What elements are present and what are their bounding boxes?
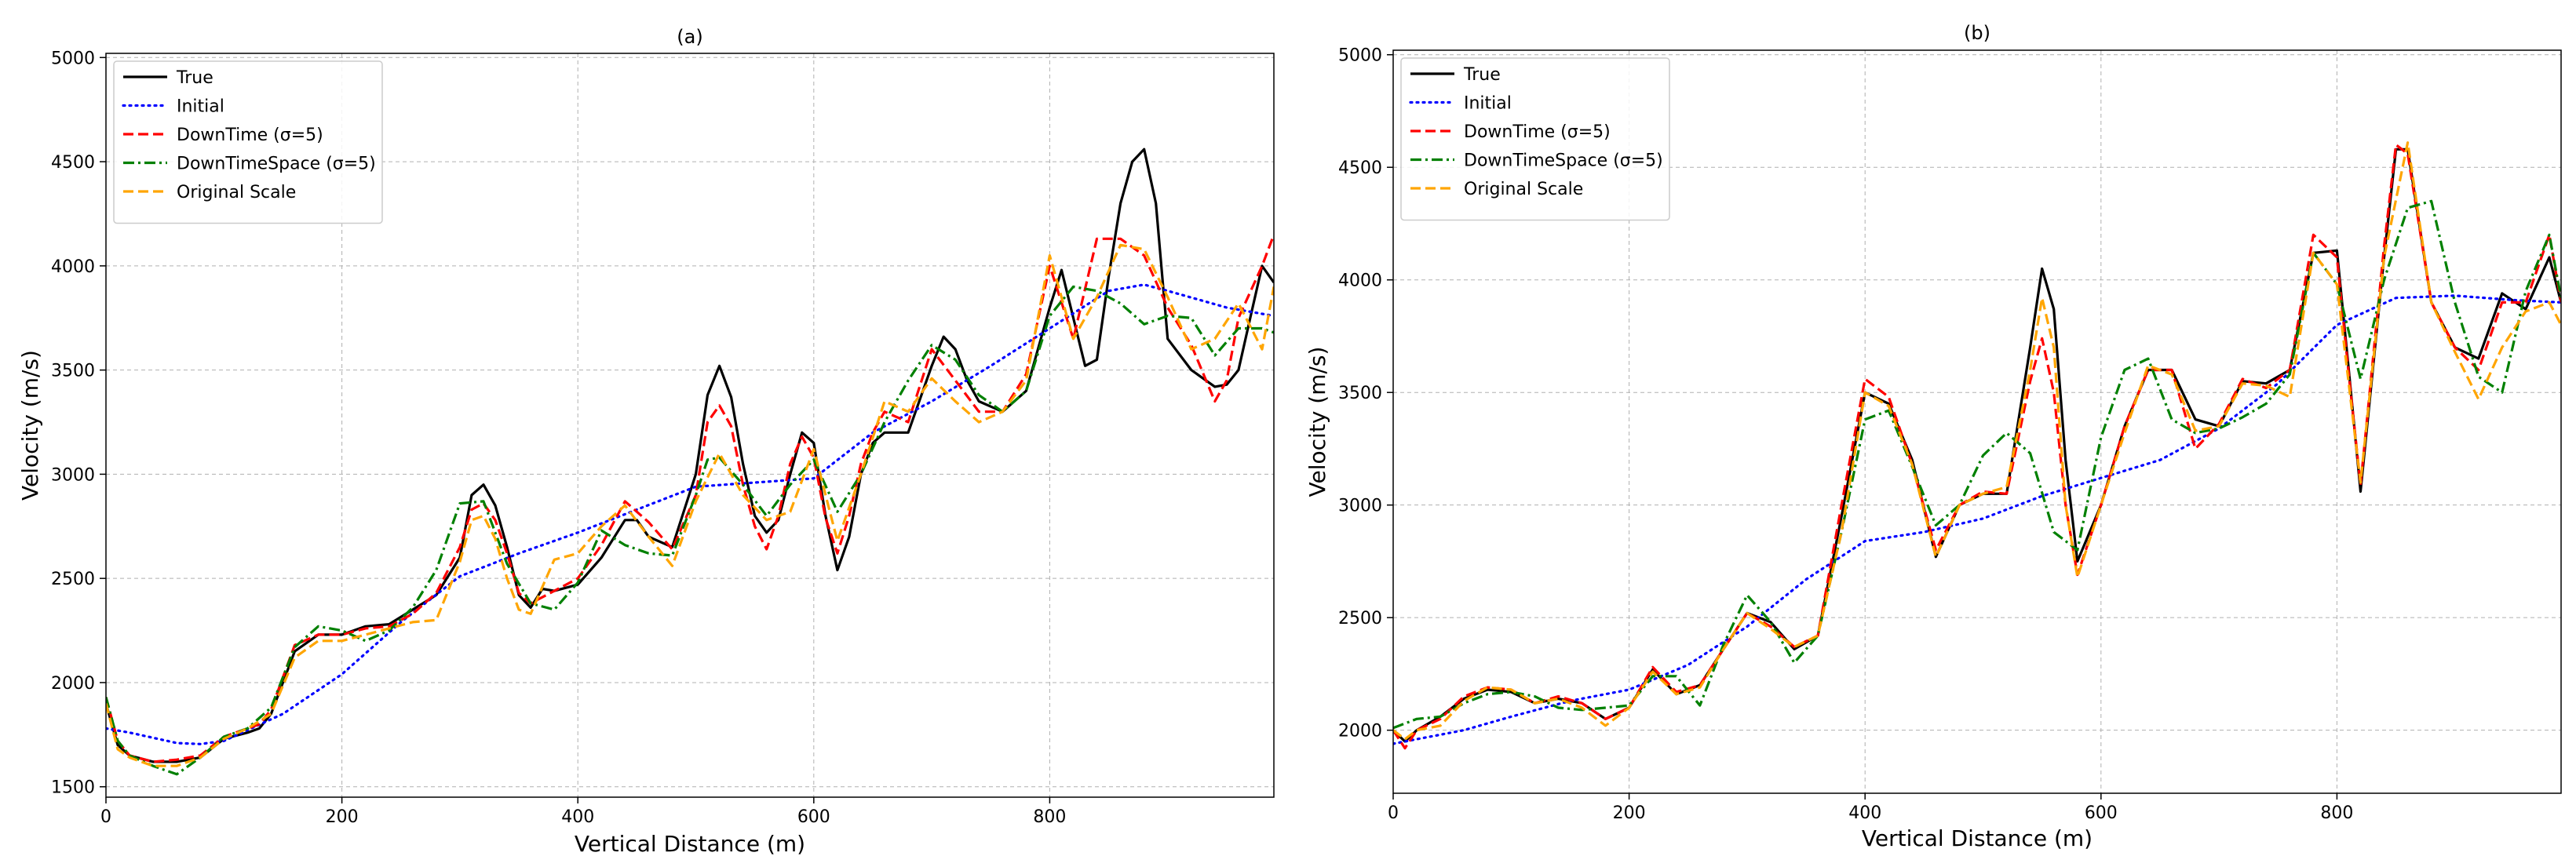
y-tick-label: 4500 (1338, 158, 1382, 178)
panel-b: 0 200 400 600 800 2000 2500 3000 3500 4000 4500 500… (1304, 22, 2562, 851)
plot-frame (105, 53, 1275, 798)
panel-title: (b) (1964, 22, 1990, 44)
legend: True Initial DownTime (σ=5) DownTimeSpace (… (1400, 57, 1670, 221)
y-tick-label: 3500 (51, 362, 95, 381)
y-axis-label: Velocity (m/s) (17, 350, 43, 501)
legend-box (113, 60, 383, 224)
x-tick-label: 0 (1388, 803, 1399, 823)
legend-label: True (176, 68, 213, 88)
series-line-4 (1393, 141, 2561, 741)
panel-title: (a) (677, 26, 702, 48)
series-line-3 (1393, 199, 2561, 730)
legend-label: Original Scale (177, 183, 296, 202)
x-tick-label: 800 (2320, 803, 2353, 823)
series-line-2 (106, 234, 1274, 763)
legend-box (1400, 57, 1670, 221)
x-tick-label: 600 (797, 807, 830, 827)
x-tick-label: 200 (1613, 803, 1646, 823)
legend-label: DownTimeSpace (σ=5) (1464, 151, 1663, 171)
x-tick-label: 800 (1033, 807, 1066, 827)
legend-label: DownTime (σ=5) (177, 126, 323, 145)
x-axis-label: Vertical Distance (m) (575, 831, 805, 857)
y-tick-label: 5000 (51, 49, 95, 68)
y-tick-label: 2500 (1338, 609, 1382, 628)
legend-label: Initial (177, 97, 224, 117)
y-tick-label: 4500 (51, 153, 95, 173)
plot-frame (1392, 49, 2562, 794)
y-tick-label: 3500 (1338, 384, 1382, 403)
panel-a: 0 200 400 600 800 1500 2000 2500 3000 3500 4000 450… (17, 26, 1275, 857)
legend-label: DownTime (σ=5) (1464, 122, 1611, 142)
legend: True Initial DownTime (σ=5) DownTimeSpace (… (113, 60, 383, 224)
y-tick-label: 3000 (51, 465, 95, 485)
y-tick-label: 2000 (1338, 722, 1382, 741)
x-tick-label: 400 (561, 807, 594, 827)
x-tick-label: 0 (100, 807, 111, 827)
x-axis-label: Vertical Distance (m) (1862, 825, 2093, 851)
series-line-1 (106, 283, 1274, 745)
legend-label: Original Scale (1464, 180, 1583, 199)
series-group (106, 148, 1274, 776)
legend-label: DownTimeSpace (σ=5) (177, 155, 376, 174)
y-tick-label: 3000 (1338, 497, 1382, 516)
series-line-4 (106, 243, 1274, 767)
y-tick-label: 4000 (51, 257, 95, 277)
y-tick-label: 1500 (51, 778, 95, 798)
legend-label: True (1463, 65, 1501, 85)
y-axis-label: Velocity (m/s) (1304, 347, 1330, 497)
y-tick-label: 4000 (1338, 271, 1382, 291)
x-tick-label: 600 (2085, 803, 2118, 823)
series-group (1393, 141, 2561, 750)
y-tick-label: 5000 (1338, 46, 1382, 66)
y-tick-label: 2000 (51, 674, 95, 694)
y-tick-label: 2500 (51, 570, 95, 589)
x-tick-label: 400 (1848, 803, 1881, 823)
legend-label: Initial (1464, 94, 1512, 114)
x-tick-label: 200 (326, 807, 359, 827)
series-line-1 (1393, 294, 2561, 745)
series-line-2 (1393, 143, 2561, 750)
